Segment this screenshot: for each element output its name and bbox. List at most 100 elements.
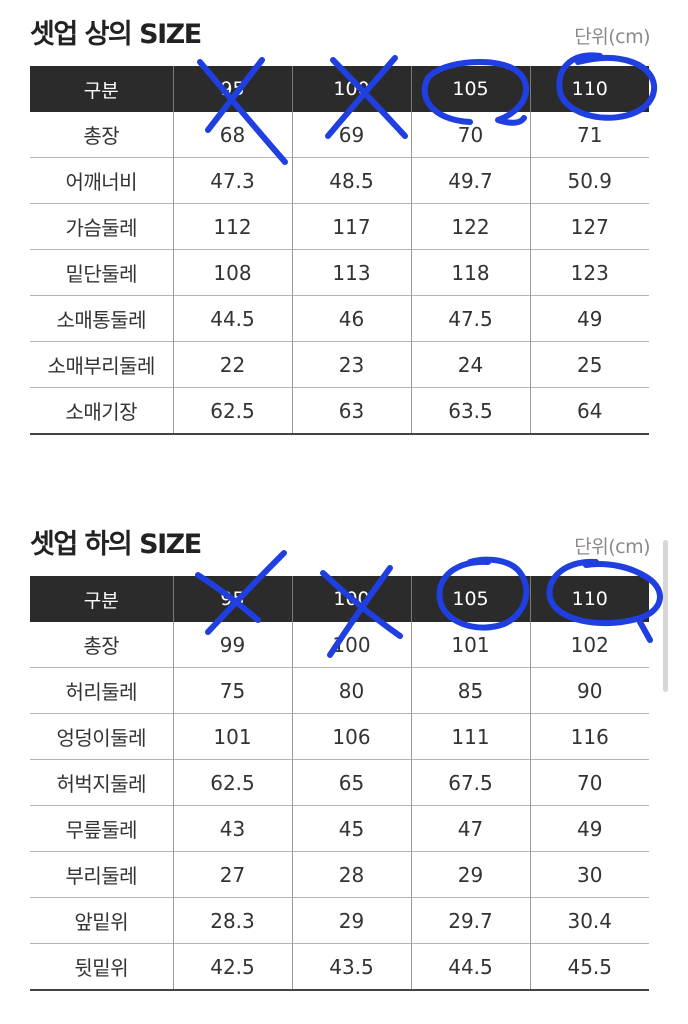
value-cell: 49.7 bbox=[410, 157, 530, 204]
value-cell: 102 bbox=[529, 622, 649, 668]
row-label: 엉덩이둘레 bbox=[30, 713, 173, 760]
header-cell: 95 bbox=[172, 66, 292, 112]
value-cell: 43.5 bbox=[291, 943, 411, 991]
table-row: 뒷밑위 42.5 43.5 44.5 45.5 bbox=[30, 943, 649, 991]
value-cell: 50.9 bbox=[529, 157, 649, 204]
table-row: 가슴둘레 112 117 122 127 bbox=[30, 203, 649, 250]
value-cell: 67.5 bbox=[410, 759, 530, 806]
header-cell: 100 bbox=[291, 66, 411, 112]
value-cell: 22 bbox=[172, 341, 292, 388]
value-cell: 63 bbox=[291, 387, 411, 435]
top-size-section: 셋업 상의 SIZE 단위(cm) 구분 95 100 105 110 총장 6… bbox=[30, 0, 650, 445]
table-row: 어깨너비 47.3 48.5 49.7 50.9 bbox=[30, 157, 649, 204]
table-row: 밑단둘레 108 113 118 123 bbox=[30, 249, 649, 296]
table-row: 허벅지둘레 62.5 65 67.5 70 bbox=[30, 759, 649, 806]
table-row: 앞밑위 28.3 29 29.7 30.4 bbox=[30, 897, 649, 944]
header-cell: 구분 bbox=[30, 66, 173, 112]
value-cell: 116 bbox=[529, 713, 649, 760]
row-label: 무릎둘레 bbox=[30, 805, 173, 852]
value-cell: 43 bbox=[172, 805, 292, 852]
header-cell: 110 bbox=[529, 576, 649, 622]
value-cell: 30 bbox=[529, 851, 649, 898]
table-row: 허리둘레 75 80 85 90 bbox=[30, 667, 649, 714]
value-cell: 106 bbox=[291, 713, 411, 760]
value-cell: 113 bbox=[291, 249, 411, 296]
header-cell: 105 bbox=[410, 66, 530, 112]
value-cell: 47 bbox=[410, 805, 530, 852]
row-label: 소매부리둘레 bbox=[30, 341, 173, 388]
row-label: 총장 bbox=[83, 634, 120, 658]
table-row: 소매부리둘레 22 23 24 25 bbox=[30, 341, 649, 388]
header-cell: 95 bbox=[172, 576, 292, 622]
value-cell: 85 bbox=[410, 667, 530, 714]
table-header-row: 구분 95 100 105 110 bbox=[30, 66, 649, 112]
value-cell: 108 bbox=[172, 249, 292, 296]
value-cell: 112 bbox=[172, 203, 292, 250]
top-section-title: 셋업 상의 SIZE bbox=[30, 19, 202, 50]
row-label: 허리둘레 bbox=[30, 667, 173, 714]
value-cell: 122 bbox=[410, 203, 530, 250]
table-row: 소매통둘레 44.5 46 47.5 49 bbox=[30, 295, 649, 342]
value-cell: 29 bbox=[291, 897, 411, 944]
table-row: 총장 68 69 70 71 bbox=[30, 112, 649, 158]
value-cell: 68 bbox=[172, 112, 292, 158]
row-label: 소매기장 bbox=[30, 387, 173, 435]
value-cell: 47.3 bbox=[172, 157, 292, 204]
value-cell: 99 bbox=[172, 622, 292, 668]
bottom-size-table: 구분 95 100 105 110 총장 99 100 101 102 허리둘레… bbox=[30, 576, 649, 991]
value-cell: 71 bbox=[529, 112, 649, 158]
table-row: 총장 99 100 101 102 bbox=[30, 622, 649, 668]
value-cell: 29 bbox=[410, 851, 530, 898]
value-cell: 29.7 bbox=[410, 897, 530, 944]
value-cell: 28.3 bbox=[172, 897, 292, 944]
value-cell: 65 bbox=[291, 759, 411, 806]
value-cell: 118 bbox=[410, 249, 530, 296]
value-cell: 45 bbox=[291, 805, 411, 852]
value-cell: 49 bbox=[529, 805, 649, 852]
bottom-unit-label: 단위(cm) bbox=[574, 536, 650, 558]
top-size-table: 구분 95 100 105 110 총장 68 69 70 71 어깨너비 47… bbox=[30, 66, 649, 435]
value-cell: 62.5 bbox=[172, 759, 292, 806]
value-cell: 100 bbox=[291, 622, 411, 668]
header-cell: 100 bbox=[291, 576, 411, 622]
row-label: 밑단둘레 bbox=[30, 249, 173, 296]
header-cell: 110 bbox=[529, 66, 649, 112]
value-cell: 127 bbox=[529, 203, 649, 250]
row-label: 어깨너비 bbox=[30, 157, 173, 204]
value-cell: 44.5 bbox=[172, 295, 292, 342]
value-cell: 30.4 bbox=[529, 897, 649, 944]
table-header-row: 구분 95 100 105 110 bbox=[30, 576, 649, 622]
table-row: 엉덩이둘레 101 106 111 116 bbox=[30, 713, 649, 760]
value-cell: 46 bbox=[291, 295, 411, 342]
table-row: 부리둘레 27 28 29 30 bbox=[30, 851, 649, 898]
value-cell: 80 bbox=[291, 667, 411, 714]
value-cell: 27 bbox=[172, 851, 292, 898]
header-cell: 구분 bbox=[30, 576, 173, 622]
row-label: 허벅지둘레 bbox=[30, 759, 173, 806]
row-label: 부리둘레 bbox=[30, 851, 173, 898]
value-cell: 75 bbox=[172, 667, 292, 714]
value-cell: 24 bbox=[410, 341, 530, 388]
scrollbar-thumb[interactable] bbox=[663, 540, 668, 692]
table-row: 무릎둘레 43 45 47 49 bbox=[30, 805, 649, 852]
value-cell: 47.5 bbox=[410, 295, 530, 342]
value-cell: 63.5 bbox=[410, 387, 530, 435]
value-cell: 25 bbox=[529, 341, 649, 388]
value-cell: 64 bbox=[529, 387, 649, 435]
row-label: 소매통둘레 bbox=[30, 295, 173, 342]
value-cell: 70 bbox=[410, 112, 530, 158]
value-cell: 62.5 bbox=[172, 387, 292, 435]
value-cell: 42.5 bbox=[172, 943, 292, 991]
value-cell: 45.5 bbox=[529, 943, 649, 991]
value-cell: 69 bbox=[291, 112, 411, 158]
value-cell: 90 bbox=[529, 667, 649, 714]
value-cell: 23 bbox=[291, 341, 411, 388]
value-cell: 28 bbox=[291, 851, 411, 898]
row-label: 앞밑위 bbox=[30, 897, 173, 944]
top-unit-label: 단위(cm) bbox=[574, 26, 650, 48]
table-row: 소매기장 62.5 63 63.5 64 bbox=[30, 387, 649, 435]
value-cell: 44.5 bbox=[410, 943, 530, 991]
value-cell: 123 bbox=[529, 249, 649, 296]
value-cell: 49 bbox=[529, 295, 649, 342]
value-cell: 48.5 bbox=[291, 157, 411, 204]
